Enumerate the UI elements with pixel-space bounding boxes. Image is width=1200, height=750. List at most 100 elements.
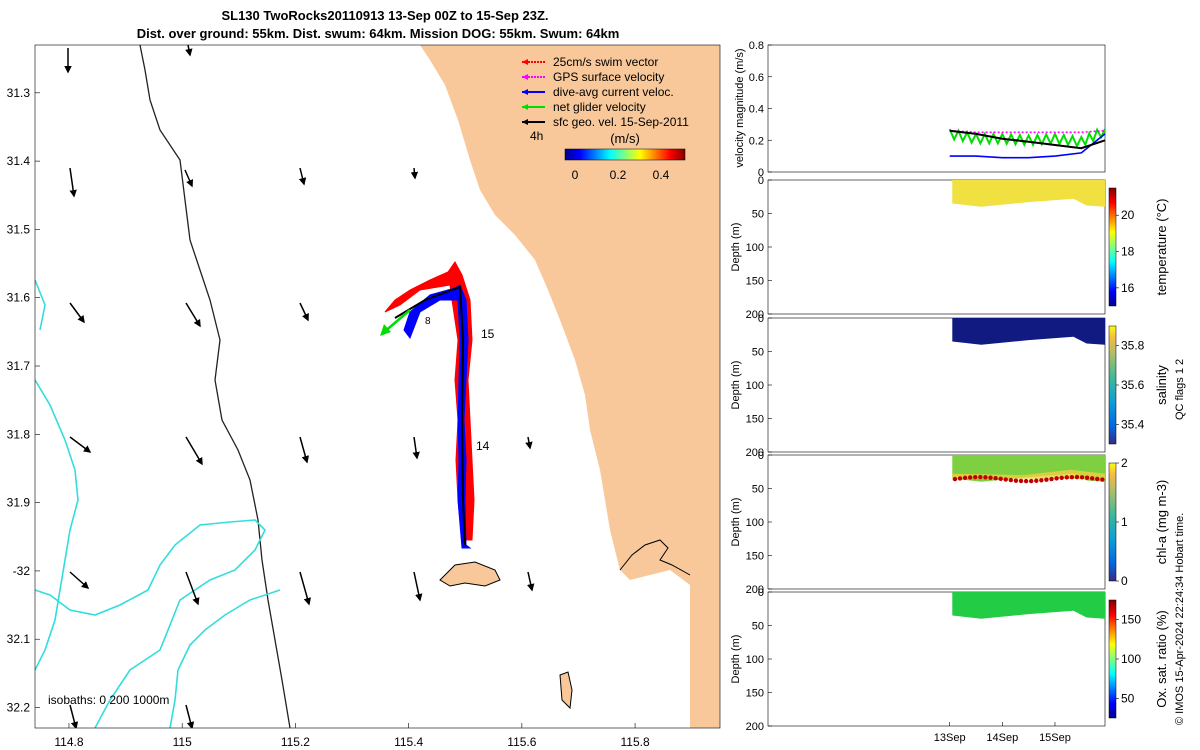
qc-flag-point bbox=[1044, 477, 1049, 482]
depth-ytick-label: 150 bbox=[746, 414, 764, 426]
island-south bbox=[559, 671, 573, 710]
map-label-8: 8 bbox=[425, 316, 431, 327]
legend-label: sfc geo. vel. 15-Sep-2011 bbox=[553, 115, 689, 129]
map-colorbar bbox=[564, 148, 686, 161]
velocity-series bbox=[948, 127, 1106, 159]
net-velocity-arrowhead bbox=[380, 324, 391, 336]
legend-arrowhead bbox=[522, 119, 528, 125]
isobath-1000m bbox=[35, 279, 281, 728]
qc-flag-point bbox=[1064, 475, 1069, 480]
island bbox=[439, 561, 501, 587]
qc-flag-point bbox=[988, 475, 993, 480]
map-xtick-label: 115.2 bbox=[281, 735, 310, 749]
colorbar-tick-label: 0 bbox=[1121, 574, 1128, 588]
legend-arrowhead bbox=[522, 74, 528, 80]
qc-flag-point bbox=[973, 474, 978, 480]
colorbar-variable-label: chl-a (mg m-3) bbox=[1154, 480, 1169, 565]
colorbar-tick-label: 35.4 bbox=[1121, 417, 1145, 431]
map-xtick-label: 115.4 bbox=[394, 735, 423, 749]
colorbar-tick-label: 100 bbox=[1121, 652, 1141, 666]
map-frame bbox=[34, 44, 721, 729]
legend-arrowhead bbox=[522, 89, 528, 95]
qc-flag-point bbox=[957, 476, 963, 481]
colorbar-tick-label: 35.8 bbox=[1121, 339, 1145, 353]
qc-flag-point bbox=[1074, 474, 1080, 480]
time-label-4h: 4h bbox=[530, 129, 543, 143]
colorbar-tick-label: 20 bbox=[1121, 208, 1135, 222]
time-label-15: 15 bbox=[481, 327, 495, 341]
depth-panel: 0 50 100 150 200 Depth (m) 16 18 20 temperature (… bbox=[730, 175, 1169, 321]
map-ytick-label: 31.6 bbox=[7, 291, 31, 305]
glider-track bbox=[394, 285, 466, 546]
colorbar-variable-label: salinity bbox=[1154, 365, 1169, 405]
qc-flag-point bbox=[1084, 475, 1090, 480]
depth-panel: 0 50 100 150 200 Depth (m) 50 100 150 Ox. sat. ra… bbox=[730, 587, 1169, 733]
qc-flag-point bbox=[1028, 478, 1034, 484]
depth-ytick-label: 0 bbox=[758, 450, 764, 462]
colorbar-tick-label: 50 bbox=[1121, 691, 1135, 705]
map-ytick-label: 31.5 bbox=[7, 222, 31, 236]
map-xtick-label: 114.8 bbox=[54, 735, 83, 749]
depth-ytick-label: 150 bbox=[746, 551, 764, 563]
velocity-y-ticks: 0 0.2 0.4 0.6 0.8 bbox=[749, 40, 772, 179]
colorbar-tick-label: 18 bbox=[1121, 245, 1135, 259]
qc-flag-point bbox=[1008, 477, 1014, 483]
qc-flag-point bbox=[1023, 478, 1029, 484]
colorbar-variable-label: temperature (°C) bbox=[1154, 199, 1169, 296]
map-ytick-label: 31.4 bbox=[7, 154, 31, 168]
legend-label: net glider velocity bbox=[553, 100, 646, 114]
time-tick-label: 13Sep bbox=[934, 732, 966, 744]
vel-ytick-label: 0.8 bbox=[749, 40, 764, 52]
qc-flag-point bbox=[1013, 478, 1019, 483]
qc-flag-point bbox=[962, 475, 968, 481]
colorbar-tick-label: 2 bbox=[1121, 456, 1128, 470]
title-line-2: Dist. over ground: 55km. Dist. swum: 64k… bbox=[137, 26, 620, 41]
coast-detail bbox=[619, 539, 691, 576]
qc-flag-point bbox=[978, 474, 983, 480]
map-colorbar-tick-1: 0.2 bbox=[610, 168, 627, 182]
velocity-series-line bbox=[949, 133, 1106, 159]
depth-colorbar bbox=[1108, 462, 1117, 582]
qc-flag-point bbox=[952, 476, 958, 482]
map-xtick-label: 115.8 bbox=[621, 735, 650, 749]
map-ytick-label: 31.9 bbox=[7, 496, 31, 510]
depth-ytick-label: 50 bbox=[752, 209, 764, 221]
map-colorbar-unit: (m/s) bbox=[610, 131, 640, 146]
qc-flag-point bbox=[1034, 478, 1039, 483]
depth-ytick-label: 50 bbox=[752, 347, 764, 359]
velocity-panel: 0 0.2 0.4 0.6 0.8 velocity magnitude (m/s) bbox=[734, 40, 1106, 179]
footer-copyright: © IMOS 15-Apr-2024 22:24:34 Hobart time. bbox=[1174, 513, 1186, 725]
depth-axes bbox=[767, 317, 1106, 453]
qc-flags-label: QC flags 1 2 bbox=[1174, 359, 1186, 420]
depth-ytick-label: 0 bbox=[758, 175, 764, 187]
depth-ylabel: Depth (m) bbox=[730, 361, 742, 410]
land-area bbox=[420, 45, 720, 728]
vel-ytick-label: 0.2 bbox=[749, 135, 764, 147]
qc-flag-point bbox=[993, 476, 998, 481]
colorbar-tick-label: 16 bbox=[1121, 281, 1135, 295]
vel-ytick-label: 0.4 bbox=[749, 104, 764, 116]
depth-colorbar bbox=[1108, 599, 1117, 719]
depth-ytick-label: 100 bbox=[746, 242, 764, 254]
legend-arrowhead bbox=[522, 104, 528, 110]
qc-flag-point bbox=[1095, 476, 1100, 482]
map-ytick-label: -32 bbox=[13, 564, 31, 578]
depth-ylabel: Depth (m) bbox=[730, 635, 742, 684]
isobaths-label: isobaths: 0 200 1000m bbox=[48, 693, 169, 707]
colorbar-tick-label: 1 bbox=[1121, 515, 1128, 529]
time-tick-label: 14Sep bbox=[986, 732, 1018, 744]
legend-arrowhead bbox=[522, 59, 528, 65]
depth-section-data bbox=[952, 180, 1105, 207]
qc-flag-point bbox=[1049, 476, 1054, 482]
qc-flag-point bbox=[1089, 476, 1095, 481]
title-line-1: SL130 TwoRocks20110913 13-Sep 00Z to 15-… bbox=[221, 8, 548, 23]
depth-ytick-label: 200 bbox=[746, 447, 764, 459]
time-tick-label: 15Sep bbox=[1039, 732, 1071, 744]
map-xtick-label: 115.6 bbox=[507, 735, 536, 749]
qc-flag-point bbox=[1079, 475, 1085, 480]
depth-ytick-label: 200 bbox=[746, 721, 764, 733]
map-y-ticks: 31.3 31.4 31.5 31.6 31.7 31.8 31.9 -32 32.1 32.2 bbox=[7, 86, 40, 715]
